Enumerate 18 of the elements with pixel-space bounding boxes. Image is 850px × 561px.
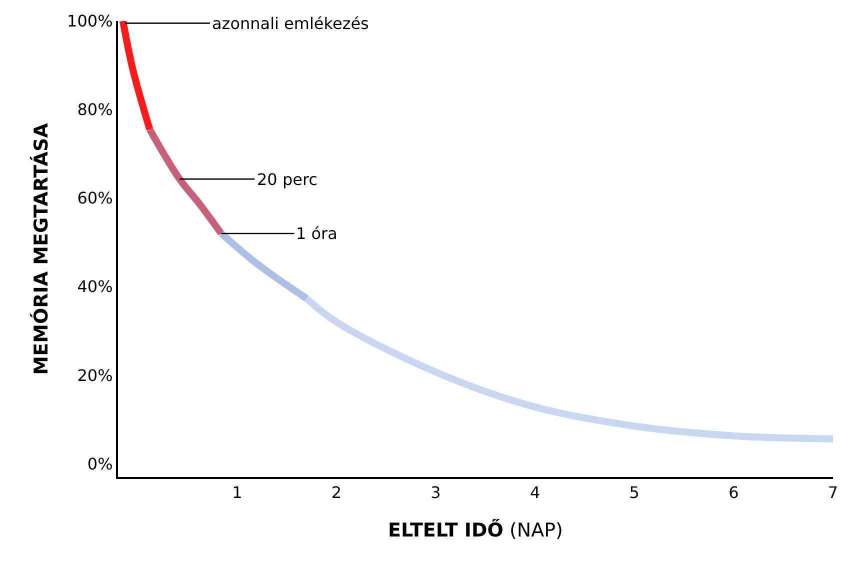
- x-tick-label: 6: [728, 483, 739, 502]
- y-tick-label: 40%: [77, 277, 113, 296]
- x-tick-label: 5: [629, 483, 640, 502]
- x-tick-label: 2: [331, 483, 342, 502]
- y-tick-label: 20%: [77, 366, 113, 385]
- x-tick-label: 3: [430, 483, 441, 502]
- annotation: 20 perc: [257, 170, 318, 189]
- x-tick-label: 7: [828, 483, 838, 502]
- x-tick-label: 1: [232, 483, 242, 502]
- y-axis-title: MEMÓRIA MEGTARTÁSA: [29, 122, 52, 375]
- y-tick-label: 100%: [67, 12, 113, 31]
- x-axis-title: ELTELT IDŐ (NAP): [388, 518, 563, 542]
- annotation: 1 óra: [296, 224, 338, 243]
- y-tick-label: 60%: [77, 188, 113, 208]
- x-tick-label: 4: [530, 483, 540, 502]
- annotation: azonnali emlékezés: [212, 14, 369, 33]
- y-tick-label: 80%: [77, 100, 113, 120]
- y-tick-label: 0%: [87, 454, 113, 474]
